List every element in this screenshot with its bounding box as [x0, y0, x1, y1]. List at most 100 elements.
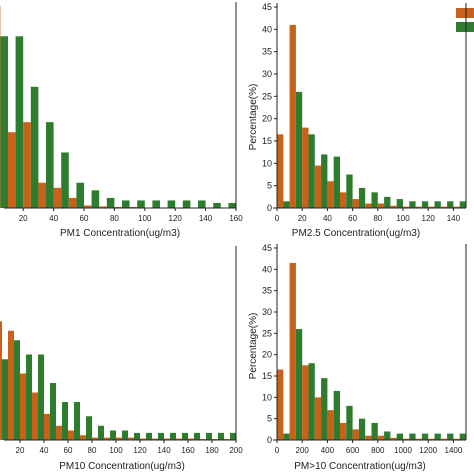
panel-4-bar-s2-4	[333, 390, 340, 440]
panel-2-bar-s1-8	[377, 203, 385, 208]
panel-4-bar-s1-9	[390, 437, 397, 440]
panel-4-bar-s2-13	[447, 433, 454, 440]
panel-2-xtick-label-1: 20	[298, 214, 307, 223]
panel-1-xtick-label-3: 80	[110, 214, 119, 223]
panel-1-bar-s2-1	[15, 36, 24, 208]
panel-3-bar-s2-10	[122, 430, 128, 440]
panel-4-bar-s1-3	[314, 397, 322, 440]
panel-4-bar-s2-10	[409, 433, 416, 440]
panel-2-bar-s1-5	[340, 192, 347, 208]
panel-1-xlabel: PM1 Concentration(ug/m3)	[60, 228, 180, 239]
panel-3-xtick-label-4: 100	[109, 446, 123, 455]
panel-3-bar-s2-5	[62, 402, 68, 440]
panel-4-bar-s1-6	[352, 429, 359, 440]
panel-2-ytick-label-5: 25	[262, 91, 272, 101]
panel-2-bar-s1-12	[428, 206, 435, 208]
panel-2-bar-s2-10	[409, 201, 416, 208]
panel-2-xtick-label-6: 120	[422, 214, 436, 223]
panel-1-bar-s2-7	[106, 197, 115, 208]
panel-2-bar-s2-12	[434, 201, 441, 208]
panel-2-ytick-label-2: 10	[262, 158, 272, 168]
panel-3-bar-s2-7	[86, 416, 92, 440]
panel-3-bar-s2-19	[230, 432, 236, 441]
panel-4-ytick-label-4: 20	[262, 350, 272, 360]
panel-3-bar-s2-15	[182, 432, 188, 441]
panel-2-ytick-label-7: 35	[262, 47, 272, 57]
panel-1-bar-s2-11	[167, 200, 176, 208]
panel-2-xtick-label-7: 140	[447, 214, 461, 223]
panel-3-bar-s2-8	[98, 425, 104, 440]
panel-4-bar-s2-7	[371, 422, 378, 440]
panel-3-bar-s1-4	[44, 413, 50, 441]
panel-4-ytick-label-2: 10	[262, 392, 272, 402]
panel-3-bar-s1-15	[176, 438, 182, 440]
panel-3-bar-s1-11	[128, 437, 134, 441]
panel-3-bar-s1-16	[188, 438, 194, 440]
panel-1-xtick-label-7: 160	[229, 214, 243, 223]
panel-4-xtick-label-6: 1200	[419, 446, 437, 455]
panel-2-xtick-label-0: 0	[275, 214, 280, 223]
panel-1-bar-s2-3	[46, 122, 54, 208]
panel-2-bar-s1-3	[314, 165, 322, 208]
panel-3-xtick-label-6: 140	[157, 446, 171, 455]
panel-2-bar-s2-11	[421, 201, 429, 208]
panel-4-bar-s2-0	[283, 433, 290, 440]
panel-1-bar-s2-2	[30, 86, 39, 208]
legend-swatch-series-a	[456, 8, 474, 18]
panel-1-xtick-label-2: 60	[80, 214, 89, 223]
panel-3-bar-s2-18	[218, 432, 224, 441]
panel-3-bar-s2-13	[158, 432, 164, 441]
panel-4-bar-s1-14	[453, 438, 460, 440]
panel-1-bar-s2-8	[122, 200, 130, 208]
panel-2-ytick-label-8: 40	[262, 24, 272, 34]
panel-3-bar-s1-10	[116, 437, 122, 441]
panel-1-bar-s2-5	[76, 182, 84, 208]
panel-1-bar-s2-0	[0, 36, 8, 208]
panel-3-bar-s1-13	[152, 438, 158, 440]
panel-3-bar-s1-12	[140, 438, 146, 440]
panel-2-bar-s1-9	[390, 205, 397, 208]
panel-4-bar-s2-9	[396, 433, 403, 440]
panel-1-bar-s2-6	[91, 190, 100, 208]
panel-4-xtick-label-1: 200	[296, 446, 310, 455]
panel-3-bar-s2-0	[2, 359, 8, 440]
panel-1-bar-s2-10	[152, 200, 160, 208]
panel-1-bar-s1-3	[38, 182, 46, 208]
panel-1-bar-s1-5	[68, 197, 77, 208]
panel-3-bar-s2-1	[14, 340, 20, 440]
panel-2-ytick-label-6: 30	[262, 69, 272, 79]
panel-2-ytick-label-4: 20	[262, 114, 272, 124]
panel-3-bar-s1-2	[20, 373, 26, 440]
panel-2-bar-s2-0	[283, 201, 290, 208]
panel-4-xtick-label-2: 400	[321, 446, 335, 455]
panel-4-bar-s1-2	[302, 365, 309, 440]
panel-4-bar-s1-11	[415, 438, 422, 440]
panel-2-ytick-label-9: 45	[262, 2, 272, 12]
panel-3-bar-s1-0	[0, 321, 2, 440]
panel-2-bar-s2-9	[396, 199, 403, 208]
panel-1-bar-s2-14	[213, 202, 221, 208]
panel-3-bar-s1-9	[104, 437, 110, 441]
panel-3-xtick-label-9: 200	[229, 446, 243, 455]
panel-4-ytick-label-5: 25	[262, 328, 272, 338]
panel-3-xtick-label-8: 180	[205, 446, 219, 455]
panel-4-bar-s2-12	[434, 433, 441, 440]
panel-4-bar-s1-12	[428, 438, 435, 440]
panel-4-bar-s1-8	[377, 435, 385, 440]
panel-4-bar-s2-6	[358, 418, 366, 440]
panel-1-bar-s1-2	[23, 122, 31, 208]
panel-4-xtick-label-7: 1400	[445, 446, 463, 455]
panel-1-xtick-label-5: 120	[169, 214, 183, 223]
panel-4-bar-s1-5	[340, 422, 347, 440]
panel-2-bar-s1-0	[277, 134, 284, 208]
panel-2-bar-s2-13	[447, 201, 454, 208]
panel-1-bar-s1-9	[129, 206, 138, 208]
panel-2-bar-s1-6	[352, 199, 359, 208]
panel-1-xtick-label-4: 100	[138, 214, 152, 223]
panel-3-bar-s1-7	[80, 435, 86, 440]
panel-4-ytick-label-7: 35	[262, 286, 272, 296]
panel-4-xtick-label-0: 0	[275, 446, 280, 455]
panel-4-ytick-label-1: 5	[267, 414, 272, 424]
panel-3-bar-s1-5	[56, 425, 62, 440]
